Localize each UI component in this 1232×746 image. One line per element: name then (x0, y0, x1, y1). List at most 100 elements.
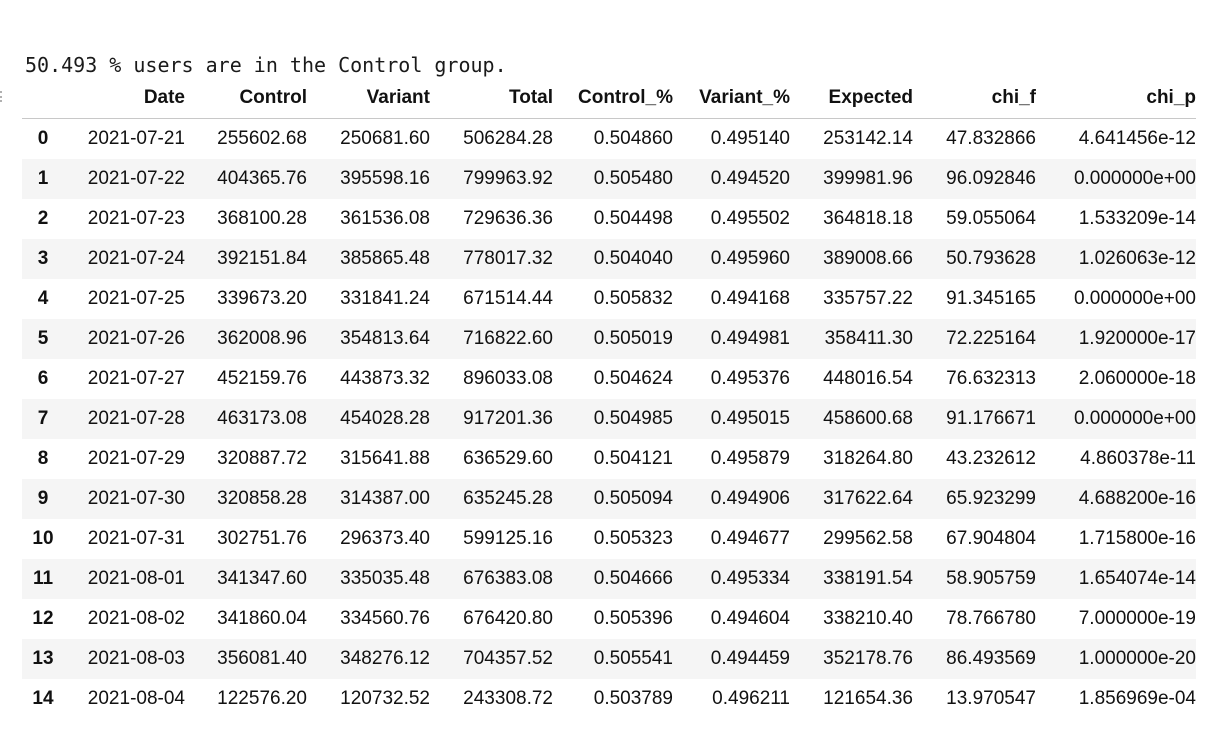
cell-variant-pct: 0.495502 (710, 208, 790, 229)
column-header-index (22, 78, 64, 119)
table-row: 12 2021-08-02 341860.04 334560.76 676420.80 0… (22, 599, 1196, 639)
table-row: 5 2021-07-26 362008.96 354813.64 716822.60 0.… (22, 319, 1196, 359)
column-header-expected: Expected (790, 78, 913, 119)
cell-chi-p: 4.641456e-12 (1078, 128, 1196, 149)
cell-date: 2021-08-04 (87, 688, 185, 709)
cell-total: 636529.60 (463, 448, 553, 469)
cell-control: 452159.76 (217, 368, 307, 389)
cell-control-pct: 0.504860 (593, 128, 673, 149)
cell-chi-f: 96.092846 (946, 168, 1036, 189)
cell-expected: 299562.58 (823, 528, 913, 549)
cell-total: 896033.08 (463, 368, 553, 389)
cell-control-pct: 0.504666 (593, 568, 673, 589)
cell-variant: 395598.16 (340, 168, 430, 189)
output-line: 50.493 % users are in the Control group. (25, 53, 507, 77)
column-header-chi-p: chi_p (1036, 78, 1196, 119)
cell-variant: 348276.12 (340, 648, 430, 669)
cell-control-pct: 0.505832 (593, 288, 673, 309)
cell-control: 392151.84 (217, 248, 307, 269)
cell-variant: 315641.88 (340, 448, 430, 469)
output-collapse-handle[interactable] (0, 91, 6, 102)
cell-chi-p: 4.860378e-11 (1080, 448, 1196, 469)
cell-chi-p: 4.688200e-16 (1078, 488, 1196, 509)
cell-control-pct: 0.504121 (593, 448, 673, 469)
cell-control-pct: 0.504498 (593, 208, 673, 229)
cell-expected: 458600.68 (823, 408, 913, 429)
column-header-chi-f: chi_f (913, 78, 1036, 119)
row-index: 4 (37, 288, 49, 309)
row-index: 6 (37, 368, 49, 389)
cell-variant-pct: 0.494168 (710, 288, 790, 309)
cell-date: 2021-07-23 (87, 208, 185, 229)
cell-chi-p: 1.654074e-14 (1078, 568, 1196, 589)
cell-date: 2021-07-21 (87, 128, 185, 149)
cell-chi-f: 91.345165 (946, 288, 1036, 309)
cell-variant-pct: 0.495015 (710, 408, 790, 429)
table-row: 13 2021-08-03 356081.40 348276.12 704357.52 0… (22, 639, 1196, 679)
cell-chi-p: 1.533209e-14 (1078, 208, 1196, 229)
row-index: 14 (32, 688, 54, 709)
cell-expected: 399981.96 (823, 168, 913, 189)
cell-total: 778017.32 (463, 248, 553, 269)
cell-variant: 443873.32 (340, 368, 430, 389)
cell-chi-p: 1.856969e-04 (1078, 688, 1196, 709)
output-line: 49.507 % users are in the Variant group (25, 125, 495, 149)
cell-expected: 317622.64 (823, 488, 913, 509)
cell-total: 799963.92 (463, 168, 553, 189)
table-row: 0 2021-07-21 255602.68 250681.60 506284.28 0.… (22, 118, 1196, 159)
cell-variant-pct: 0.494459 (710, 648, 790, 669)
cell-control: 339673.20 (217, 288, 307, 309)
row-index: 0 (37, 128, 49, 149)
cell-variant: 296373.40 (340, 528, 430, 549)
cell-chi-f: 47.832866 (946, 128, 1036, 149)
row-index: 5 (37, 328, 49, 349)
cell-total: 243308.72 (463, 688, 553, 709)
cell-chi-f: 72.225164 (946, 328, 1036, 349)
cell-total: 716822.60 (463, 328, 553, 349)
cell-total: 704357.52 (463, 648, 553, 669)
cell-date: 2021-07-25 (87, 288, 185, 309)
row-index: 10 (32, 528, 54, 549)
cell-date: 2021-07-28 (87, 408, 185, 429)
cell-chi-f: 58.905759 (946, 568, 1036, 589)
cell-total: 917201.36 (463, 408, 553, 429)
cell-control-pct: 0.503789 (593, 688, 673, 709)
cell-control-pct: 0.505541 (593, 648, 673, 669)
column-header-date: Date (64, 78, 185, 119)
table-row: 11 2021-08-01 341347.60 335035.48 676383.08 0… (22, 559, 1196, 599)
cell-chi-p: 1.026063e-12 (1078, 248, 1196, 269)
table-body: 0 2021-07-21 255602.68 250681.60 506284.28 0.… (22, 118, 1196, 719)
cell-control-pct: 0.504040 (593, 248, 673, 269)
cell-control: 122576.20 (217, 688, 307, 709)
cell-variant: 250681.60 (340, 128, 430, 149)
cell-output-text: 50.493 % users are in the Control group.… (25, 5, 531, 245)
column-header-control-pct: Control_% (553, 78, 673, 119)
row-index: 9 (37, 488, 49, 509)
cell-expected: 352178.76 (823, 648, 913, 669)
cell-total: 506284.28 (463, 128, 553, 149)
table-row: 8 2021-07-29 320887.72 315641.88 636529.60 0.… (22, 439, 1196, 479)
cell-chi-p: 1.715800e-16 (1078, 528, 1196, 549)
row-index: 11 (32, 568, 54, 589)
cell-chi-f: 91.176671 (946, 408, 1036, 429)
table-row: 14 2021-08-04 122576.20 120732.52 243308.72 0… (22, 679, 1196, 719)
cell-variant-pct: 0.494520 (710, 168, 790, 189)
cell-control: 302751.76 (217, 528, 307, 549)
cell-control-pct: 0.505396 (593, 608, 673, 629)
cell-expected: 121654.36 (823, 688, 913, 709)
cell-date: 2021-07-24 (87, 248, 185, 269)
cell-expected: 364818.18 (823, 208, 913, 229)
cell-expected: 335757.22 (823, 288, 913, 309)
cell-expected: 253142.14 (823, 128, 913, 149)
column-header-variant: Variant (307, 78, 430, 119)
cell-variant: 314387.00 (340, 488, 430, 509)
cell-chi-p: 0.000000e+00 (1073, 408, 1196, 429)
cell-variant: 331841.24 (340, 288, 430, 309)
cell-expected: 389008.66 (823, 248, 913, 269)
cell-variant: 335035.48 (340, 568, 430, 589)
cell-variant-pct: 0.495376 (710, 368, 790, 389)
row-index: 13 (32, 648, 54, 669)
table-row: 6 2021-07-27 452159.76 443873.32 896033.08 0.… (22, 359, 1196, 399)
table-row: 3 2021-07-24 392151.84 385865.48 778017.32 0.… (22, 239, 1196, 279)
cell-chi-f: 76.632313 (946, 368, 1036, 389)
